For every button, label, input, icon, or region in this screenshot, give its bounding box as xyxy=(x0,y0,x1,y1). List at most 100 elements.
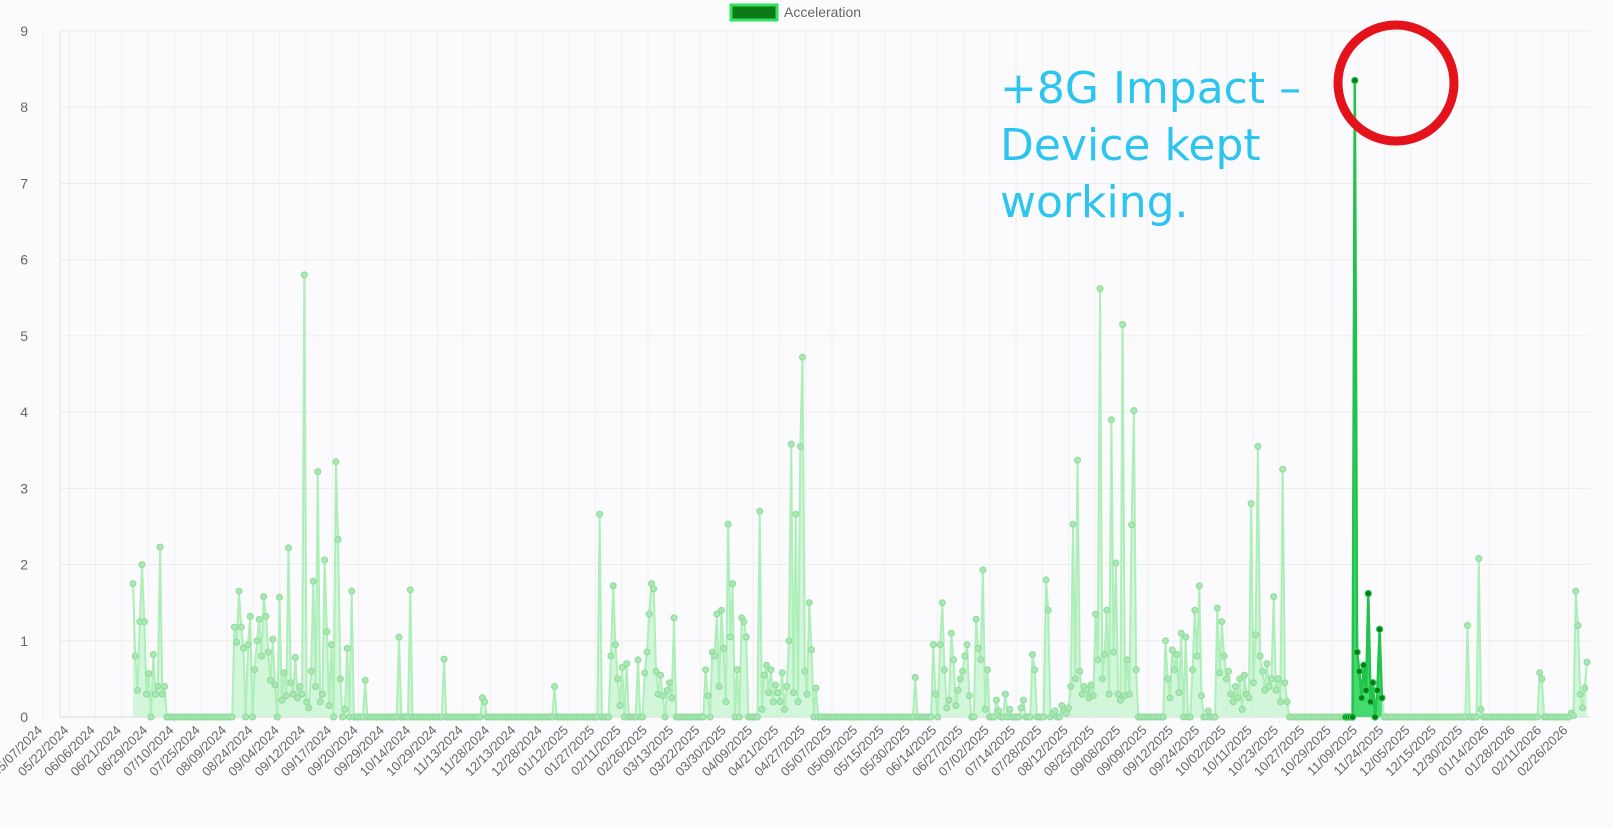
data-point[interactable] xyxy=(720,644,728,652)
data-point[interactable] xyxy=(131,652,139,660)
data-point[interactable] xyxy=(1371,713,1379,721)
data-point[interactable] xyxy=(1067,683,1075,690)
data-point[interactable] xyxy=(950,656,958,664)
data-point[interactable] xyxy=(1092,610,1100,618)
data-point[interactable] xyxy=(244,641,252,649)
data-point[interactable] xyxy=(1281,679,1289,687)
data-point[interactable] xyxy=(1227,690,1235,698)
data-point[interactable] xyxy=(641,669,649,677)
data-point[interactable] xyxy=(778,669,786,677)
data-point[interactable] xyxy=(267,676,274,684)
data-point[interactable] xyxy=(1175,689,1183,697)
data-point[interactable] xyxy=(1252,631,1260,639)
data-point[interactable] xyxy=(801,667,809,675)
data-point[interactable] xyxy=(772,681,779,689)
data-point[interactable] xyxy=(733,666,741,674)
data-point[interactable] xyxy=(781,705,788,713)
data-point[interactable] xyxy=(616,702,624,710)
data-point[interactable] xyxy=(1076,667,1084,675)
data-point[interactable] xyxy=(713,610,721,618)
data-point[interactable] xyxy=(1074,456,1081,464)
data-point[interactable] xyxy=(1168,646,1176,654)
data-point[interactable] xyxy=(974,644,982,652)
data-point[interactable] xyxy=(943,704,951,712)
data-point[interactable] xyxy=(237,623,245,631)
data-point[interactable] xyxy=(715,683,723,690)
data-point[interactable] xyxy=(1231,683,1239,690)
data-point[interactable] xyxy=(753,713,761,721)
data-point[interactable] xyxy=(1263,660,1271,668)
data-point[interactable] xyxy=(1373,686,1382,694)
data-point[interactable] xyxy=(1112,559,1120,567)
data-point[interactable] xyxy=(233,638,241,646)
data-point[interactable] xyxy=(440,655,448,663)
data-point[interactable] xyxy=(269,635,277,643)
data-point[interactable] xyxy=(1171,666,1178,674)
data-point[interactable] xyxy=(1225,667,1233,675)
data-point[interactable] xyxy=(1204,707,1212,715)
data-point[interactable] xyxy=(711,652,719,660)
data-point[interactable] xyxy=(1164,675,1172,683)
data-point[interactable] xyxy=(812,684,820,692)
data-point[interactable] xyxy=(952,702,960,710)
data-point[interactable] xyxy=(271,681,279,689)
data-point[interactable] xyxy=(149,651,157,658)
data-point[interactable] xyxy=(1570,712,1577,719)
data-point[interactable] xyxy=(1044,606,1052,614)
data-point[interactable] xyxy=(246,612,254,620)
data-point[interactable] xyxy=(339,713,347,721)
data-point[interactable] xyxy=(1348,713,1357,721)
data-point[interactable] xyxy=(1360,661,1368,669)
data-point[interactable] xyxy=(327,641,335,649)
data-point[interactable] xyxy=(1056,713,1063,721)
data-point[interactable] xyxy=(1238,705,1246,713)
data-point[interactable] xyxy=(652,667,660,675)
data-point[interactable] xyxy=(639,713,646,721)
legend-swatch[interactable] xyxy=(729,3,779,22)
data-point[interactable] xyxy=(1031,666,1039,674)
data-point[interactable] xyxy=(1276,698,1284,706)
data-point[interactable] xyxy=(361,676,369,684)
data-point[interactable] xyxy=(1351,76,1359,85)
data-point[interactable] xyxy=(1579,704,1586,712)
data-point[interactable] xyxy=(273,713,281,721)
data-point[interactable] xyxy=(230,623,238,631)
data-point[interactable] xyxy=(722,698,730,706)
data-point[interactable] xyxy=(645,610,653,618)
data-point[interactable] xyxy=(1094,656,1102,664)
data-point[interactable] xyxy=(1375,625,1384,633)
data-point[interactable] xyxy=(936,641,944,649)
data-point[interactable] xyxy=(1116,696,1124,704)
data-point[interactable] xyxy=(740,618,748,626)
data-point[interactable] xyxy=(1538,675,1546,683)
data-point[interactable] xyxy=(1189,666,1196,674)
data-point[interactable] xyxy=(251,666,259,674)
data-point[interactable] xyxy=(717,606,725,614)
data-point[interactable] xyxy=(1249,679,1257,687)
data-point[interactable] xyxy=(1473,713,1480,721)
data-point[interactable] xyxy=(1123,656,1131,664)
data-point[interactable] xyxy=(282,692,290,700)
data-point[interactable] xyxy=(1234,694,1242,702)
data-point[interactable] xyxy=(965,692,973,700)
data-point[interactable] xyxy=(476,713,484,721)
data-point[interactable] xyxy=(990,713,998,721)
data-point[interactable] xyxy=(348,587,356,595)
data-point[interactable] xyxy=(1019,696,1027,704)
data-point[interactable] xyxy=(1254,442,1262,450)
data-point[interactable] xyxy=(1222,675,1230,683)
data-point[interactable] xyxy=(330,713,338,721)
data-point[interactable] xyxy=(1182,633,1190,641)
data-point[interactable] xyxy=(1216,669,1224,677)
data-point[interactable] xyxy=(1125,690,1133,698)
data-point[interactable] xyxy=(321,556,329,564)
data-point[interactable] xyxy=(303,698,311,706)
data-point[interactable] xyxy=(242,713,250,721)
data-point[interactable] xyxy=(156,543,164,551)
data-point[interactable] xyxy=(735,713,743,721)
data-point[interactable] xyxy=(1098,675,1106,683)
data-point[interactable] xyxy=(623,660,631,668)
data-point[interactable] xyxy=(312,683,320,690)
data-point[interactable] xyxy=(1229,698,1237,706)
data-point[interactable] xyxy=(970,713,978,721)
